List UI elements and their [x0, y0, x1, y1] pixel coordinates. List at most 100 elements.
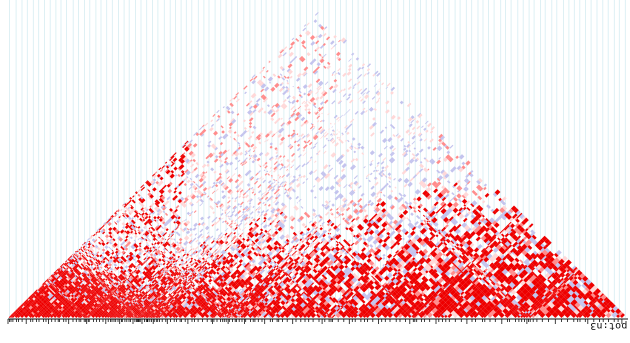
ld-cell: [121, 254, 124, 256]
ld-cell: [153, 257, 157, 261]
ld-cell: [303, 72, 308, 77]
ld-cell: [71, 285, 75, 289]
ld-cell: [134, 230, 137, 232]
ld-cell: [280, 159, 283, 162]
ld-cell: [84, 284, 88, 287]
ld-cell: [343, 112, 348, 116]
ld-cell: [59, 295, 64, 300]
ld-cell: [147, 239, 151, 243]
ld-cell: [37, 288, 40, 291]
ld-cell: [70, 257, 72, 259]
ld-cell: [274, 131, 279, 135]
ld-cell: [30, 304, 35, 308]
ld-cell: [37, 305, 42, 310]
ld-cell: [373, 107, 377, 111]
ld-cell: [174, 187, 178, 191]
ld-cell: [148, 238, 152, 242]
ld-cell: [351, 52, 354, 56]
ld-cell: [218, 175, 222, 179]
ld-cell: [60, 314, 63, 316]
ld-cell: [67, 296, 69, 299]
ld-cell: [83, 292, 85, 294]
ld-cell: [107, 289, 109, 292]
ld-cell: [307, 108, 311, 111]
ld-cell: [50, 289, 54, 292]
ld-cell: [166, 237, 170, 241]
ld-cell: [67, 272, 71, 276]
ld-cell: [111, 215, 114, 218]
ld-cell: [352, 83, 357, 87]
ld-cell: [88, 268, 92, 272]
ld-cell: [47, 291, 52, 295]
ld-cell: [332, 70, 336, 75]
ld-cell: [118, 289, 121, 292]
ld-cell: [76, 299, 81, 304]
ld-cell: [244, 194, 249, 199]
ld-cell: [302, 27, 307, 32]
ld-cell: [80, 276, 83, 280]
ld-cell: [94, 281, 97, 283]
ld-cell: [193, 133, 196, 136]
ld-cell: [281, 68, 285, 71]
ld-cell: [363, 87, 368, 92]
ld-cell: [109, 295, 112, 298]
ld-cell: [239, 192, 242, 196]
ld-cell: [111, 237, 114, 240]
ld-cell: [150, 257, 153, 260]
ld-cell: [103, 294, 107, 297]
ld-cell: [279, 73, 283, 76]
ld-cell: [98, 230, 101, 233]
ld-cell: [272, 185, 276, 188]
ld-cell: [144, 237, 147, 240]
ld-cell: [107, 240, 111, 243]
ld-cell: [98, 268, 101, 271]
ld-cell: [302, 149, 306, 152]
ld-cell: [141, 216, 145, 219]
ld-cell: [76, 263, 80, 267]
ld-cell: [154, 237, 157, 240]
ld-cell: [186, 144, 191, 148]
ld-cell: [321, 90, 326, 95]
ld-cell: [229, 161, 234, 166]
ld-cell: [215, 155, 219, 159]
ld-cell: [13, 311, 16, 314]
ld-cell: [95, 273, 99, 276]
ld-cell: [116, 252, 121, 256]
ld-cell: [109, 301, 112, 304]
ld-cell: [75, 268, 79, 272]
ld-cell: [115, 288, 117, 290]
ld-cell: [87, 249, 90, 252]
ld-cell: [95, 261, 99, 265]
ld-cell: [95, 309, 98, 312]
ld-cell: [112, 244, 116, 248]
ld-cell: [87, 269, 91, 272]
ld-cell: [270, 117, 275, 122]
ld-cell: [49, 289, 53, 294]
ld-cell: [93, 290, 96, 292]
ld-cell: [49, 276, 53, 280]
ld-cell: [279, 48, 284, 53]
ld-cell: [59, 303, 63, 306]
ld-cell: [97, 269, 100, 271]
ld-cell: [152, 178, 157, 182]
ld-cell: [115, 211, 117, 213]
ld-cell: [119, 279, 122, 282]
ld-cell: [277, 133, 282, 138]
ld-cell: [84, 242, 87, 245]
ld-cell: [277, 174, 280, 177]
ld-cell: [39, 310, 43, 314]
ld-cell: [186, 211, 191, 216]
ld-cell: [116, 220, 120, 224]
ld-cell: [112, 294, 116, 297]
ld-cell: [127, 209, 131, 213]
ld-cell: [158, 210, 163, 215]
ld-cell: [98, 273, 102, 277]
ld-cell: [33, 290, 37, 294]
ld-cell: [338, 39, 341, 43]
ld-cell: [233, 131, 237, 134]
ld-cell: [115, 268, 118, 271]
ld-cell: [80, 248, 83, 251]
ld-cell: [80, 263, 84, 267]
ld-cell: [63, 270, 66, 273]
ld-cell: [118, 286, 120, 288]
